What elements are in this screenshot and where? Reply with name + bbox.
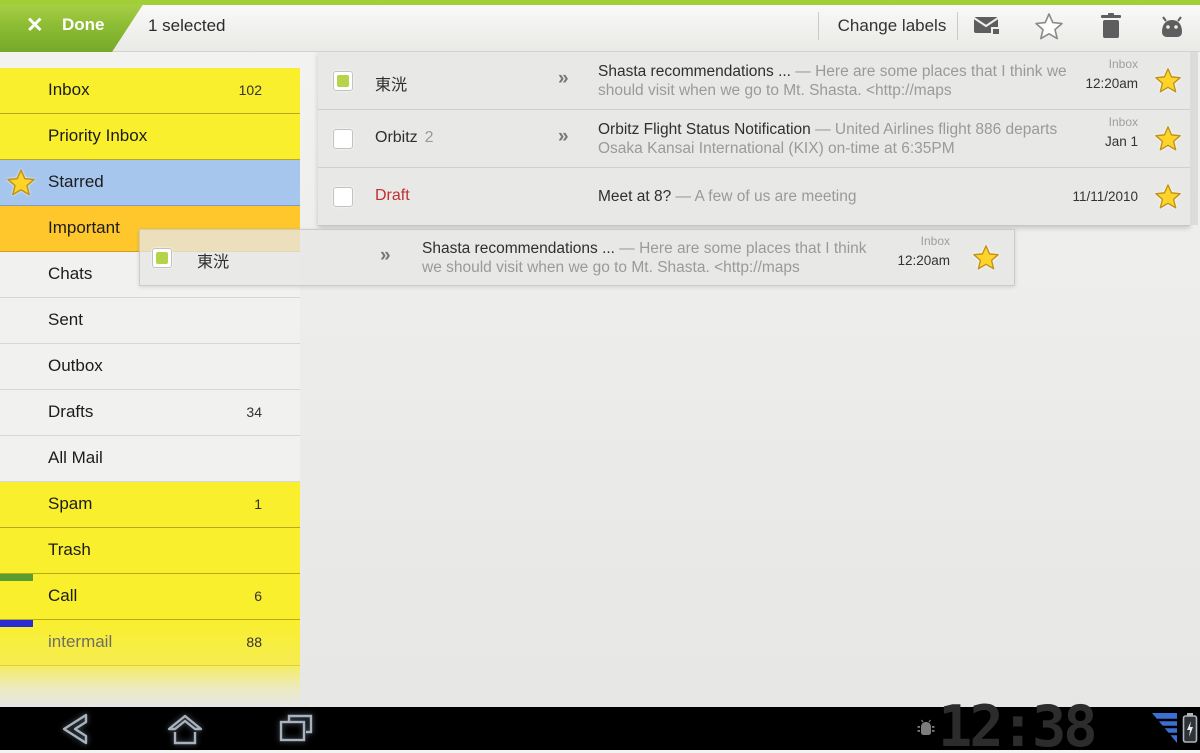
- sidebar-item-count: 1: [254, 496, 262, 512]
- folder-label: Inbox: [1108, 57, 1138, 71]
- top-green-strip: [0, 0, 1200, 5]
- sidebar-item-trash[interactable]: Trash: [0, 528, 300, 574]
- sidebar-fade-edge: [0, 666, 300, 706]
- sidebar-item-count: 88: [246, 634, 262, 650]
- star-outline-icon: [1035, 12, 1063, 39]
- wifi-signal-icon: [1152, 713, 1178, 749]
- label-sidebar: Inbox 102 Priority Inbox Starred Importa…: [0, 68, 300, 666]
- selection-count-label: 1 selected: [148, 16, 226, 35]
- sidebar-item-label: Drafts: [48, 402, 94, 421]
- star-icon[interactable]: [1154, 183, 1182, 215]
- sidebar-item-drafts[interactable]: Drafts 34: [0, 390, 300, 436]
- sidebar-item-label: Sent: [48, 310, 83, 329]
- sidebar-item-count: 102: [238, 82, 262, 98]
- sidebar-item-intermail[interactable]: intermail 88: [0, 620, 300, 666]
- sidebar-item-label: Important: [48, 218, 120, 237]
- star-icon[interactable]: [1154, 125, 1182, 157]
- conversation-date: 12:20am: [897, 253, 950, 268]
- system-clock: 12:38: [938, 701, 1098, 753]
- conversation-row[interactable]: 東洸 » Shasta recommendations ... — Here a…: [318, 52, 1190, 110]
- conversation-checkbox[interactable]: [333, 129, 353, 149]
- system-bar: 12:38: [0, 701, 1200, 753]
- label-color-chip-green: [0, 574, 33, 581]
- back-icon: [62, 713, 88, 745]
- sidebar-item-inbox[interactable]: Inbox 102: [0, 68, 300, 114]
- sidebar-item-count: 34: [246, 404, 262, 420]
- sidebar-item-label: intermail: [48, 632, 113, 651]
- sidebar-item-label: Trash: [48, 540, 91, 559]
- sender-name: 東洸: [197, 254, 230, 271]
- mark-unread-icon: [973, 17, 1001, 36]
- conversation-checkbox[interactable]: [333, 187, 353, 207]
- chevron-double-icon: »: [380, 245, 391, 266]
- sidebar-item-all-mail[interactable]: All Mail: [0, 436, 300, 482]
- sidebar-item-outbox[interactable]: Outbox: [0, 344, 300, 390]
- actionbar-divider: [818, 12, 819, 40]
- conversation-row[interactable]: Orbitz 2 » Orbitz Flight Status Notificat…: [318, 110, 1190, 168]
- change-labels-button[interactable]: Change labels: [837, 16, 947, 35]
- sidebar-item-sent[interactable]: Sent: [0, 298, 300, 344]
- delete-button[interactable]: [1089, 8, 1133, 44]
- report-spam-button[interactable]: [1150, 8, 1194, 44]
- sidebar-item-count: 6: [254, 588, 262, 604]
- sidebar-item-label: All Mail: [48, 448, 103, 467]
- back-button[interactable]: [45, 710, 105, 748]
- unstar-button[interactable]: [1027, 8, 1071, 44]
- star-icon[interactable]: [1154, 67, 1182, 99]
- sidebar-item-starred[interactable]: Starred: [0, 160, 300, 206]
- subject-snippet: Orbitz Flight Status Notification — Unit…: [598, 121, 1058, 157]
- actionbar-divider: [957, 12, 958, 40]
- sender-name-draft: Draft: [375, 187, 410, 204]
- recent-apps-icon: [279, 714, 313, 742]
- sidebar-item-label: Spam: [48, 494, 93, 513]
- recent-apps-button[interactable]: [265, 710, 325, 748]
- dragged-conversation-row[interactable]: 東洸 » Shasta recommendations ... — Here a…: [139, 229, 1015, 286]
- sender-name: Orbitz 2: [375, 129, 434, 146]
- subject-snippet: Meet at 8? — A few of us are meeting: [598, 188, 857, 205]
- sidebar-item-label: Chats: [48, 264, 93, 283]
- trash-icon: [1101, 13, 1121, 38]
- sidebar-item-label: Inbox: [48, 80, 90, 99]
- sidebar-item-label: Starred: [48, 172, 104, 191]
- sidebar-item-label: Priority Inbox: [48, 126, 148, 145]
- conversation-date: 12:20am: [1085, 76, 1138, 91]
- sidebar-item-label: Call: [48, 586, 78, 605]
- conversation-row[interactable]: Draft Meet at 8? — A few of us are meeti…: [318, 168, 1190, 226]
- subject-snippet: Shasta recommendations ... — Here are so…: [598, 63, 1067, 99]
- label-color-chip-blue: [0, 620, 33, 627]
- mark-unread-button[interactable]: [966, 8, 1010, 44]
- list-scrollbar[interactable]: [1190, 52, 1198, 225]
- conversation-date: Jan 1: [1104, 134, 1138, 149]
- usb-debugging-icon: [916, 719, 936, 742]
- subject-snippet: Shasta recommendations ... — Here are so…: [422, 240, 867, 276]
- sidebar-item-priority-inbox[interactable]: Priority Inbox: [0, 114, 300, 160]
- folder-label: Inbox: [920, 234, 950, 248]
- sidebar-item-call[interactable]: Call 6: [0, 574, 300, 620]
- conversation-date: 11/11/2010: [1072, 189, 1138, 204]
- thread-count: 2: [424, 129, 434, 146]
- conversation-checkbox-checked[interactable]: [152, 248, 172, 268]
- folder-label: Inbox: [1108, 115, 1138, 129]
- action-bar: [0, 0, 1200, 52]
- sidebar-item-label: Outbox: [48, 356, 103, 375]
- chevron-double-icon: »: [558, 68, 569, 89]
- home-button[interactable]: [155, 710, 215, 748]
- sidebar-item-spam[interactable]: Spam 1: [0, 482, 300, 528]
- close-icon: ✕: [26, 14, 44, 37]
- conversation-checkbox-checked[interactable]: [333, 71, 353, 91]
- star-icon: [6, 168, 36, 202]
- sender-name: 東洸: [375, 77, 408, 94]
- conversation-list: 東洸 » Shasta recommendations ... — Here a…: [318, 52, 1190, 226]
- battery-charging-icon: [1182, 712, 1198, 749]
- star-icon[interactable]: [972, 244, 1000, 276]
- report-spam-android-icon: [1162, 16, 1182, 37]
- done-button-label: Done: [62, 15, 105, 34]
- home-icon: [167, 714, 203, 745]
- chevron-double-icon: »: [558, 126, 569, 147]
